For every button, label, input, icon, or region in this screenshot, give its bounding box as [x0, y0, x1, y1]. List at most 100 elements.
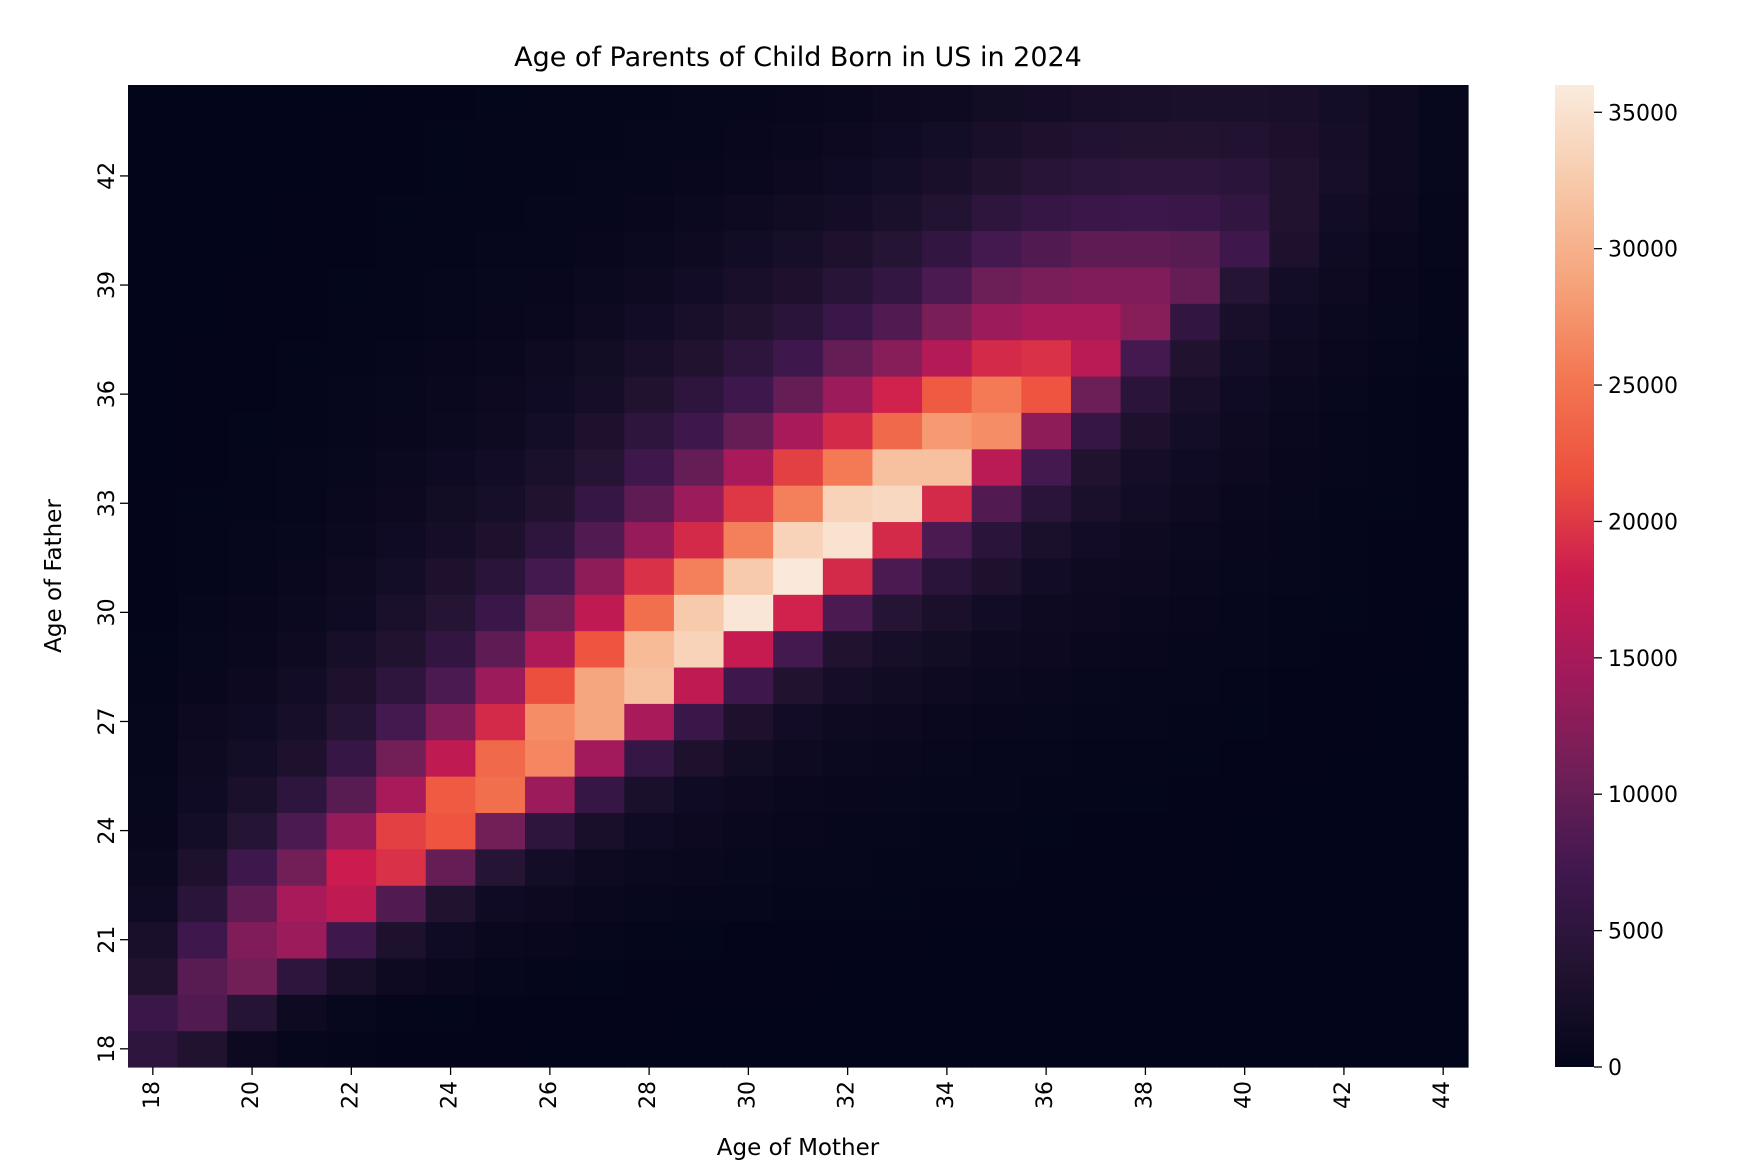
heatmap-cell-mother-31-father-24	[773, 812, 824, 850]
heatmap-cell-mother-28-father-27	[624, 703, 675, 741]
heatmap-cell-mother-34-father-42	[922, 157, 973, 195]
heatmap-cell-mother-30-father-43	[723, 121, 774, 159]
heatmap-cell-mother-25-father-21	[475, 921, 526, 959]
heatmap-cell-mother-42-father-31	[1319, 557, 1370, 595]
heatmap-cell-mother-37-father-41	[1070, 194, 1122, 232]
heatmap-cell-mother-42-father-44	[1319, 85, 1370, 122]
heatmap-cell-mother-32-father-31	[822, 557, 874, 595]
heatmap-cell-mother-31-father-41	[773, 194, 824, 232]
x-tick-label: 42	[1331, 1081, 1356, 1109]
heatmap-cell-mother-42-father-18	[1319, 1030, 1370, 1068]
heatmap-cell-mother-37-father-33	[1070, 485, 1122, 523]
heatmap-cell-mother-39-father-30	[1170, 594, 1221, 632]
heatmap-cell-mother-33-father-34	[872, 448, 923, 486]
heatmap-cell-mother-32-father-33	[822, 485, 874, 523]
heatmap-cell-mother-44-father-36	[1418, 375, 1469, 413]
heatmap-cell-mother-31-father-39	[773, 266, 824, 304]
heatmap-cell-mother-19-father-39	[177, 266, 228, 304]
heatmap-cell-mother-35-father-29	[971, 630, 1022, 668]
heatmap-cell-mother-29-father-42	[673, 157, 725, 195]
heatmap-cell-mother-44-father-39	[1418, 266, 1469, 304]
heatmap-cell-mother-40-father-29	[1219, 630, 1271, 668]
heatmap-cell-mother-37-father-44	[1070, 85, 1122, 122]
heatmap-cell-mother-26-father-30	[525, 594, 576, 632]
heatmap-cell-mother-35-father-38	[971, 303, 1022, 341]
x-tick-label: 44	[1430, 1081, 1455, 1109]
heatmap-cell-mother-30-father-18	[723, 1030, 774, 1068]
heatmap-cell-mother-43-father-27	[1368, 703, 1419, 741]
heatmap-cell-mother-39-father-19	[1170, 994, 1221, 1032]
heatmap-cell-mother-22-father-38	[326, 303, 377, 341]
heatmap-cell-mother-18-father-34	[128, 448, 179, 486]
heatmap-cell-mother-40-father-37	[1219, 339, 1271, 377]
heatmap-cell-mother-33-father-21	[872, 921, 923, 959]
heatmap-cell-mother-33-father-20	[872, 957, 923, 995]
heatmap-cell-mother-44-father-40	[1418, 230, 1469, 268]
heatmap-cell-mother-41-father-36	[1269, 375, 1320, 413]
heatmap-cell-mother-29-father-26	[673, 739, 725, 777]
heatmap-cell-mother-36-father-44	[1021, 85, 1072, 122]
heatmap-cell-mother-23-father-19	[376, 994, 427, 1032]
heatmap-cell-mother-31-father-44	[773, 85, 824, 122]
heatmap-cell-mother-26-father-32	[525, 521, 576, 559]
heatmap-cell-mother-42-father-26	[1319, 739, 1370, 777]
heatmap-cell-mother-19-father-22	[177, 885, 228, 923]
heatmap-cell-mother-28-father-31	[624, 557, 675, 595]
heatmap-cell-mother-34-father-23	[922, 848, 973, 886]
heatmap-cell-mother-42-father-27	[1319, 703, 1370, 741]
heatmap-cell-mother-44-father-44	[1418, 85, 1469, 122]
heatmap-cell-mother-37-father-19	[1070, 994, 1122, 1032]
heatmap-cell-mother-42-father-24	[1319, 812, 1370, 850]
heatmap-cell-mother-21-father-20	[276, 957, 328, 995]
heatmap-cell-mother-34-father-40	[922, 230, 973, 268]
heatmap-cell-mother-22-father-44	[326, 85, 377, 122]
heatmap-cell-mother-40-father-36	[1219, 375, 1271, 413]
heatmap-cell-mother-36-father-42	[1021, 157, 1072, 195]
heatmap-cell-mother-44-father-25	[1418, 776, 1469, 814]
heatmap-cell-mother-43-father-41	[1368, 194, 1419, 232]
heatmap-cell-mother-43-father-23	[1368, 848, 1419, 886]
heatmap-cell-mother-32-father-24	[822, 812, 874, 850]
x-tick-label: 34	[934, 1081, 959, 1109]
heatmap-cell-mother-25-father-18	[475, 1030, 526, 1068]
heatmap-cell-mother-22-father-27	[326, 703, 377, 741]
heatmap-cell-mother-42-father-42	[1319, 157, 1370, 195]
heatmap-cell-mother-25-father-38	[475, 303, 526, 341]
x-tick-label: 20	[239, 1081, 264, 1109]
heatmap-cell-mother-34-father-22	[922, 885, 973, 923]
heatmap-cell-mother-22-father-37	[326, 339, 377, 377]
heatmap-cell-mother-31-father-35	[773, 412, 824, 450]
heatmap-cell-mother-33-father-42	[872, 157, 923, 195]
heatmap-cell-mother-43-father-35	[1368, 412, 1419, 450]
heatmap-cell-mother-35-father-20	[971, 957, 1022, 995]
heatmap-cell-mother-39-father-37	[1170, 339, 1221, 377]
heatmap-cell-mother-29-father-40	[673, 230, 725, 268]
colorbar-tick-label: 30000	[1608, 238, 1678, 263]
heatmap-cell-mother-36-father-28	[1021, 666, 1072, 704]
heatmap-cell-mother-38-father-22	[1120, 885, 1171, 923]
heatmap-cell-mother-18-father-24	[128, 812, 179, 850]
heatmap-cell-mother-42-father-32	[1319, 521, 1370, 559]
heatmap-cell-mother-30-father-27	[723, 703, 774, 741]
heatmap-cell-mother-23-father-30	[376, 594, 427, 632]
heatmap-cell-mother-34-father-41	[922, 194, 973, 232]
heatmap-cell-mother-37-father-27	[1070, 703, 1122, 741]
heatmap-cell-mother-26-father-35	[525, 412, 576, 450]
heatmap-cell-mother-23-father-32	[376, 521, 427, 559]
heatmap-cell-mother-24-father-28	[425, 666, 477, 704]
heatmap-cell-mother-37-father-29	[1070, 630, 1122, 668]
heatmap-cell-mother-39-father-41	[1170, 194, 1221, 232]
heatmap-cell-mother-35-father-39	[971, 266, 1022, 304]
heatmap-cell-mother-19-father-30	[177, 594, 228, 632]
heatmap-cell-mother-44-father-24	[1418, 812, 1469, 850]
heatmap-cell-mother-27-father-35	[574, 412, 625, 450]
heatmap-cell-mother-31-father-29	[773, 630, 824, 668]
heatmap-cell-mother-28-father-26	[624, 739, 675, 777]
y-axis-ticks: 18 21 24 27 30 33 36 39 42	[95, 162, 128, 1063]
heatmap-cell-mother-34-father-29	[922, 630, 973, 668]
heatmap-cell-mother-32-father-37	[822, 339, 874, 377]
heatmap-cell-mother-34-father-18	[922, 1030, 973, 1068]
heatmap-cell-mother-27-father-41	[574, 194, 625, 232]
heatmap-cell-mother-25-father-34	[475, 448, 526, 486]
heatmap-cell-mother-28-father-21	[624, 921, 675, 959]
